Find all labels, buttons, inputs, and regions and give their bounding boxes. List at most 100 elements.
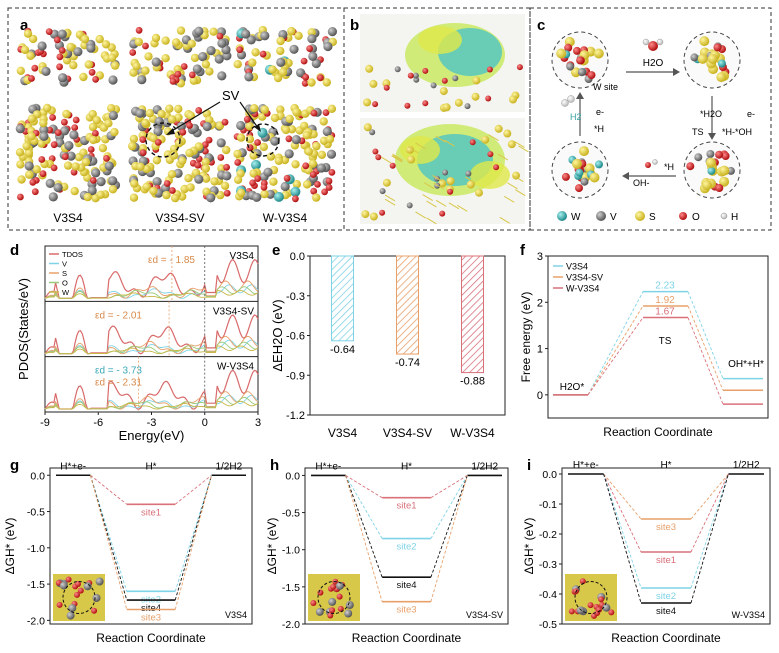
her-connector bbox=[90, 474, 128, 505]
vanadium-atom bbox=[263, 167, 273, 177]
her-tag: W-V3S4 bbox=[732, 610, 765, 620]
pdos-xtick-label: -6 bbox=[93, 417, 103, 429]
sulfur-atom bbox=[245, 135, 255, 144]
her-site-label: site2 bbox=[396, 542, 416, 553]
legend-s: S bbox=[649, 212, 656, 223]
her-ylabel: ΔGH* (eV) bbox=[265, 518, 279, 575]
charge-atom bbox=[494, 124, 503, 133]
oxygen-atom bbox=[56, 63, 63, 71]
her-connector bbox=[603, 473, 642, 604]
sulfur-atom bbox=[260, 189, 269, 199]
her-xlabel: Reaction Coordinate bbox=[352, 631, 462, 645]
sulfur-atom bbox=[187, 39, 196, 48]
vanadium-atom bbox=[198, 52, 208, 62]
pdos-ylabel: PDOS(States/eV) bbox=[16, 278, 31, 380]
sulfur-atom bbox=[312, 141, 321, 151]
vanadium-atom bbox=[214, 54, 224, 64]
pdos-curve-o bbox=[44, 286, 259, 299]
charge-atom bbox=[406, 202, 413, 209]
oxygen-atom bbox=[179, 128, 187, 136]
sulfur-atom bbox=[327, 104, 337, 114]
sulfur-atom bbox=[248, 58, 257, 67]
sulfur-atom bbox=[157, 109, 166, 119]
sulfur-atom bbox=[273, 73, 283, 83]
sulfur-atom bbox=[216, 190, 225, 200]
her-inset-atom bbox=[602, 603, 611, 612]
vanadium-atom bbox=[41, 66, 51, 76]
pdos-curve-s bbox=[44, 391, 259, 410]
her-inset-atom bbox=[75, 581, 81, 587]
charge-atom bbox=[446, 177, 455, 185]
sulfur-atom bbox=[276, 46, 285, 56]
water-hydrogen bbox=[656, 38, 664, 46]
catalyst-atom bbox=[561, 172, 570, 181]
oxygen-atom bbox=[260, 183, 268, 191]
arrowhead-up bbox=[576, 92, 584, 99]
her-connector bbox=[174, 474, 212, 505]
vacancy-circle-1 bbox=[145, 122, 181, 158]
charge-isosurface bbox=[470, 161, 510, 189]
fe-ytick-label: 2 bbox=[537, 297, 543, 309]
sulfur-atom bbox=[16, 160, 25, 169]
oxygen-atom bbox=[72, 116, 80, 124]
her-ytick-label: -1.0 bbox=[27, 543, 45, 555]
sulfur-atom bbox=[27, 114, 37, 123]
her-ytick-label: -0.5 bbox=[282, 508, 300, 520]
fe-legend-label: V3S4 bbox=[566, 262, 588, 272]
pdos-xlabel: Energy(eV) bbox=[119, 428, 185, 443]
vanadium-atom bbox=[39, 131, 49, 141]
charge-atom bbox=[469, 139, 476, 146]
bond-stick bbox=[444, 139, 455, 147]
bond-stick bbox=[432, 174, 443, 182]
panel-c-frame bbox=[529, 7, 772, 231]
pdos-curve-s bbox=[44, 280, 259, 299]
vanadium-atom bbox=[322, 127, 332, 137]
her-connector bbox=[89, 475, 128, 610]
her-inset-atom bbox=[329, 607, 336, 614]
her-ytick-label: -0.2 bbox=[539, 529, 557, 541]
sulfur-atom bbox=[20, 45, 30, 55]
oxygen-atom bbox=[328, 169, 336, 176]
sulfur-atom bbox=[23, 29, 33, 38]
sulfur-atom bbox=[161, 36, 170, 45]
sulfur-atom bbox=[201, 60, 211, 69]
bond-stick bbox=[426, 217, 437, 225]
her-connector bbox=[174, 475, 213, 601]
oxygen-atom bbox=[301, 79, 309, 87]
oxygen-atom bbox=[58, 47, 66, 54]
her-tag: V3S4-SV bbox=[466, 610, 503, 620]
vanadium-atom bbox=[39, 125, 49, 135]
her-chart-v3s4-sv: H*+e- 1/2H2 H* site1 site2 site4 site3 V3S4-SV 0… bbox=[265, 461, 509, 645]
pdos-xtick-label: 3 bbox=[255, 417, 261, 429]
sulfur-atom bbox=[110, 61, 120, 70]
sulfur-atom bbox=[268, 65, 277, 74]
sulfur-atom bbox=[129, 134, 139, 144]
sulfur-atom bbox=[141, 118, 150, 128]
her-inset-atom bbox=[336, 593, 343, 600]
sulfur-atom bbox=[79, 72, 88, 82]
bar-w-v3s4 bbox=[461, 255, 484, 374]
charge-atom bbox=[481, 135, 490, 144]
sulfur-atom bbox=[129, 193, 139, 202]
her-inset-atom bbox=[56, 601, 63, 608]
charge-atom bbox=[406, 145, 415, 154]
her-mid-label: H* bbox=[145, 461, 156, 472]
bond-stick bbox=[515, 189, 526, 197]
adsorption-energy-chart: -0.64 V3S4 -0.74 V3S4-SV -0.88 W-V3S4 0.0 -0.3 -… bbox=[270, 251, 506, 440]
her-inset-atom bbox=[328, 597, 337, 606]
bond-stick bbox=[435, 199, 447, 207]
her-ytick-label: 0.0 bbox=[30, 470, 45, 482]
vanadium-atom bbox=[91, 168, 101, 178]
vanadium-atom bbox=[260, 31, 270, 41]
sulfur-atom bbox=[104, 119, 113, 128]
her-right-label: 1/2H2 bbox=[215, 461, 242, 472]
her-inset-atom bbox=[315, 607, 324, 616]
sulfur-atom bbox=[130, 179, 139, 188]
charge-atom bbox=[516, 64, 523, 71]
charge-atom bbox=[485, 95, 492, 102]
her-connector bbox=[345, 475, 383, 539]
her-ytick-label: -1.5 bbox=[27, 579, 45, 591]
sulfur-atom bbox=[171, 193, 180, 203]
legend-h: H bbox=[731, 212, 738, 223]
